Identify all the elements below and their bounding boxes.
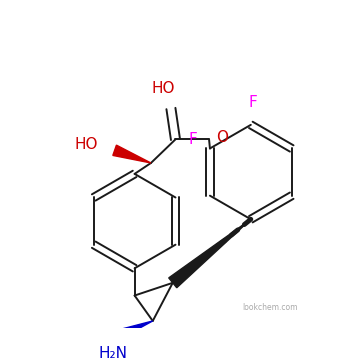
Text: HO: HO (75, 137, 98, 152)
Polygon shape (169, 219, 251, 288)
Polygon shape (113, 145, 151, 163)
Text: F: F (189, 132, 197, 147)
Text: lookchem.com: lookchem.com (243, 303, 298, 312)
Text: H₂N: H₂N (98, 346, 127, 360)
Polygon shape (117, 321, 153, 339)
Text: F: F (248, 95, 257, 110)
Text: HO: HO (152, 81, 175, 96)
Text: O: O (216, 130, 228, 145)
